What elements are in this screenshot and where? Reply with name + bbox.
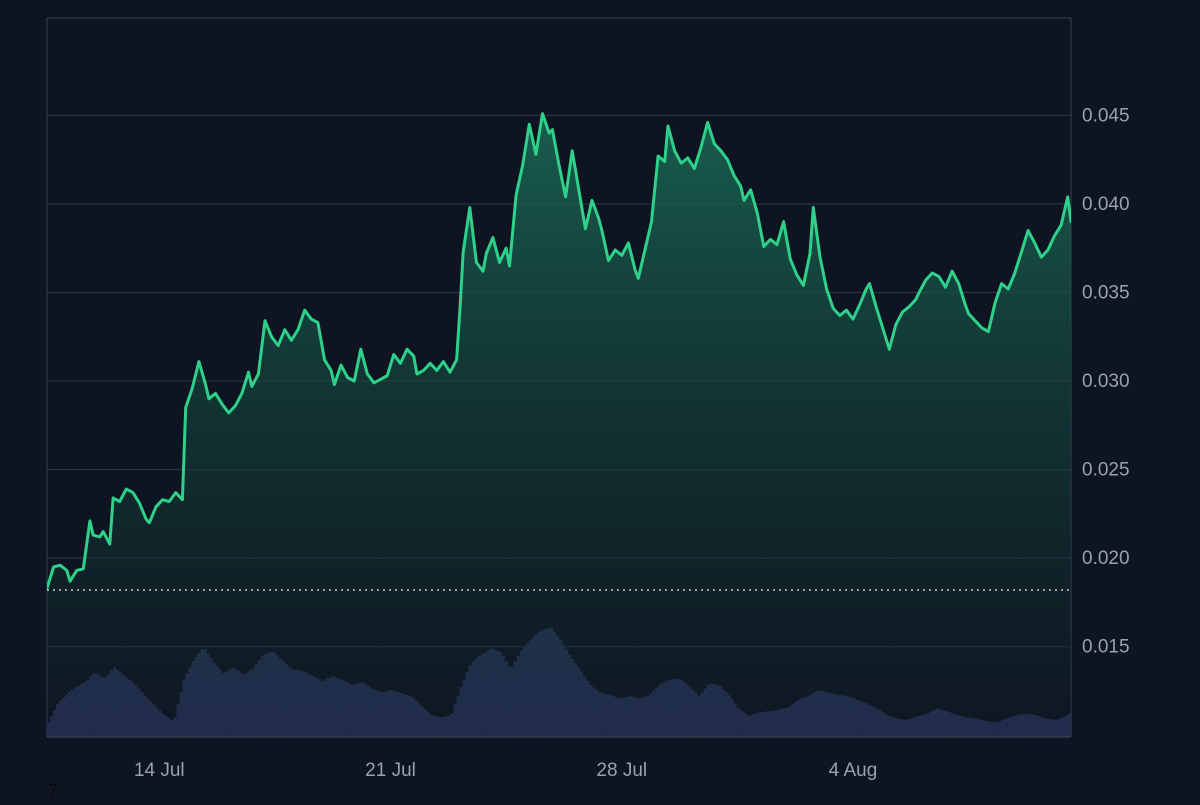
x-tick-label: 28 Jul <box>596 760 647 781</box>
y-tick-label: 0.025 <box>1082 460 1130 481</box>
y-tick-label: 0.015 <box>1082 637 1130 658</box>
y-tick-label: 0.035 <box>1082 282 1130 303</box>
corner-note: 7 <box>48 781 59 801</box>
y-tick-label: 0.040 <box>1082 194 1130 215</box>
price-line <box>47 112 1071 590</box>
x-tick-label: 4 Aug <box>829 760 878 781</box>
y-tick-label: 0.020 <box>1082 548 1130 569</box>
x-tick-label: 14 Jul <box>134 760 185 781</box>
price-area <box>47 113 1071 737</box>
y-tick-label: 0.045 <box>1082 105 1130 126</box>
x-tick-label: 21 Jul <box>365 760 416 781</box>
y-tick-label: 0.030 <box>1082 371 1130 392</box>
